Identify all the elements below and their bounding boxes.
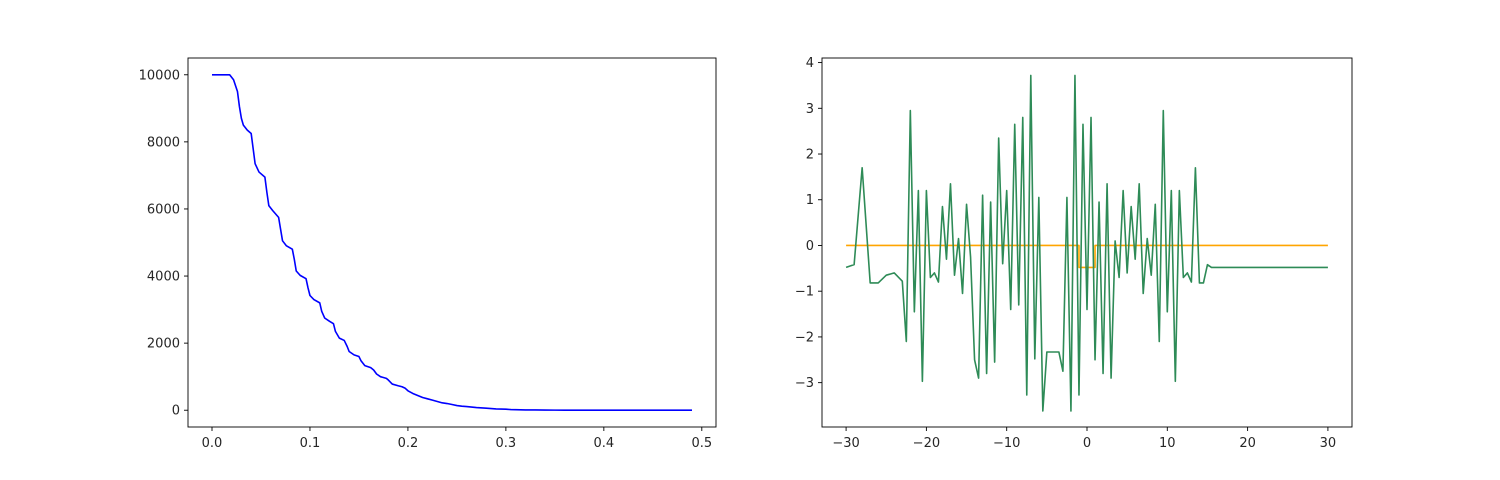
series-line-2 [845, 74, 1328, 412]
axes-frame [821, 57, 1353, 428]
y-tick-label: −3 [795, 376, 814, 391]
y-tick-label: 10000 [139, 68, 180, 83]
series-line-1 [212, 73, 692, 412]
y-tick-label: 6000 [147, 202, 180, 217]
x-tick-label: 20 [1239, 436, 1256, 451]
x-tick-label: 0.5 [691, 436, 712, 451]
x-tick-label: 0.3 [496, 436, 517, 451]
y-tick-label: 3 [806, 102, 814, 117]
x-tick-label: 0 [1083, 436, 1091, 451]
x-tick-label: 0.2 [398, 436, 419, 451]
x-tick-label: 0.4 [593, 436, 614, 451]
axes-frame [187, 57, 717, 428]
y-tick-label: 4000 [147, 270, 180, 285]
x-tick-label: −20 [913, 436, 940, 451]
x-tick-label: −30 [832, 436, 859, 451]
x-tick-label: −10 [993, 436, 1020, 451]
y-tick-label: 1 [806, 193, 814, 208]
y-tick-label: 0 [806, 239, 814, 254]
y-tick-label: −2 [795, 330, 814, 345]
y-tick-label: −1 [795, 285, 814, 300]
series-line-1 [846, 244, 1328, 269]
y-tick-label: 2 [806, 148, 814, 163]
y-tick-label: 4 [806, 56, 814, 71]
y-tick-label: 8000 [147, 135, 180, 150]
x-tick-label: 0.1 [300, 436, 321, 451]
y-tick-label: 0 [172, 404, 180, 419]
y-tick-label: 2000 [147, 337, 180, 352]
x-tick-label: 10 [1159, 436, 1176, 451]
x-tick-label: 0.0 [202, 436, 223, 451]
left-plot: 0.0 0.1 0.2 0.3 0.4 0.5 0 2000 4000 6000 8000 10000 [139, 57, 717, 451]
x-tick-label: 30 [1320, 436, 1337, 451]
